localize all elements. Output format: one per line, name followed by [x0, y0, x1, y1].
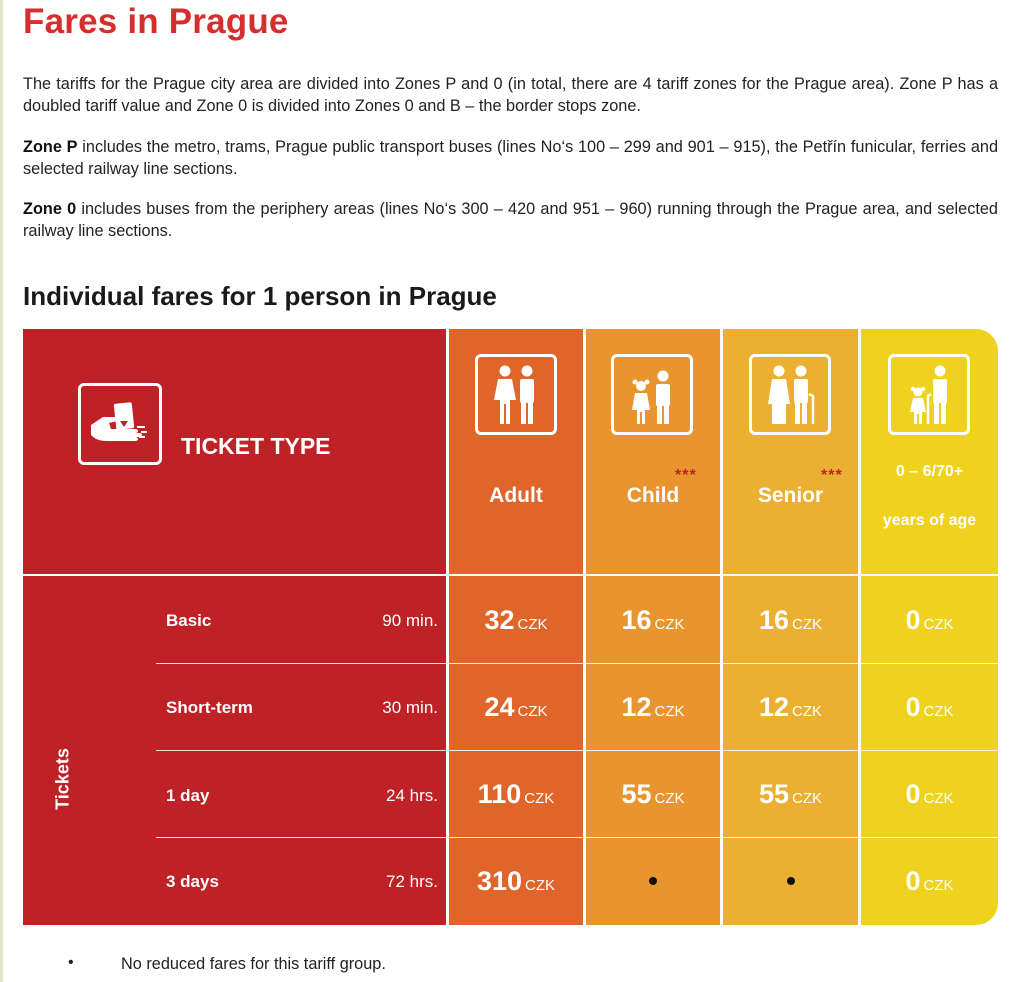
price-adult-3-days: 310 CZK [476, 866, 556, 896]
price-senior-1-day: 55 CZK [758, 779, 823, 809]
child-footnote-stars: *** [675, 467, 697, 484]
child-column [586, 329, 720, 925]
row-duration-short-term: 30 min. [382, 698, 438, 717]
row-name-short-term: Short-term [166, 698, 253, 717]
free-header-years: years of age [882, 512, 977, 529]
adult-couple-icon [475, 354, 557, 435]
free-column [861, 329, 998, 925]
price-child-short-term: 12 CZK [621, 692, 685, 722]
price-adult-basic: 32 CZK [484, 605, 548, 635]
tickets-group-label: Tickets [52, 748, 73, 810]
zone-p-label: Zone P [23, 138, 78, 156]
child-header: Child [626, 484, 680, 507]
zone-p-text: includes the metro, trams, Prague public… [23, 138, 998, 178]
zone-0-paragraph: Zone 0 includes buses from the periphery… [23, 198, 998, 242]
row-divider [156, 663, 998, 664]
child-senior-icon [888, 354, 970, 435]
row-divider [156, 837, 998, 838]
header-divider [23, 574, 998, 576]
row-name-1-day: 1 day [166, 786, 210, 805]
price-child-1-day: 55 CZK [621, 779, 685, 809]
senior-header: Senior [757, 484, 824, 507]
footnote-bullet: • [68, 954, 74, 971]
row-duration-3-days: 72 hrs. [386, 872, 438, 891]
price-free-3-days: 0 CZK [905, 866, 954, 896]
row-name-3-days: 3 days [166, 872, 219, 891]
price-free-short-term: 0 CZK [905, 692, 954, 722]
zone-p-paragraph: Zone P includes the metro, trams, Prague… [23, 136, 998, 180]
row-divider [156, 750, 998, 751]
price-free-basic: 0 CZK [905, 605, 954, 635]
not-available-dot-child [649, 877, 657, 885]
footnote-text: No reduced fares for this tariff group. [121, 955, 386, 973]
adult-header: Adult [489, 484, 543, 507]
price-senior-short-term: 12 CZK [758, 692, 823, 722]
free-header-age: 0 – 6/70+ [895, 463, 964, 480]
intro-paragraph: The tariffs for the Prague city area are… [23, 75, 998, 115]
zone-0-text: includes buses from the periphery areas … [23, 200, 998, 240]
row-duration-1-day: 24 hrs. [386, 786, 438, 805]
zone-0-label: Zone 0 [23, 200, 77, 218]
row-duration-basic: 90 min. [382, 611, 438, 630]
senior-column [723, 329, 858, 925]
not-available-dot-senior [787, 877, 795, 885]
page-title: Fares in Prague [23, 2, 289, 41]
ticket-hand-icon [78, 383, 162, 465]
price-senior-basic: 16 CZK [758, 605, 823, 635]
row-name-basic: Basic [166, 611, 212, 630]
price-adult-1-day: 110 CZK [477, 779, 555, 809]
fares-table: TICKET TYPE Adult *** Child [23, 329, 998, 925]
adult-column [449, 329, 583, 925]
section-title: Individual fares for 1 person in Prague [23, 281, 497, 311]
senior-footnote-stars: *** [821, 467, 843, 484]
ticket-type-label: TICKET TYPE [181, 433, 331, 459]
child-pair-icon [611, 354, 693, 435]
page-left-border [0, 0, 3, 982]
price-free-1-day: 0 CZK [905, 779, 954, 809]
senior-couple-icon [749, 354, 831, 435]
price-adult-short-term: 24 CZK [484, 692, 548, 722]
price-child-basic: 16 CZK [621, 605, 685, 635]
